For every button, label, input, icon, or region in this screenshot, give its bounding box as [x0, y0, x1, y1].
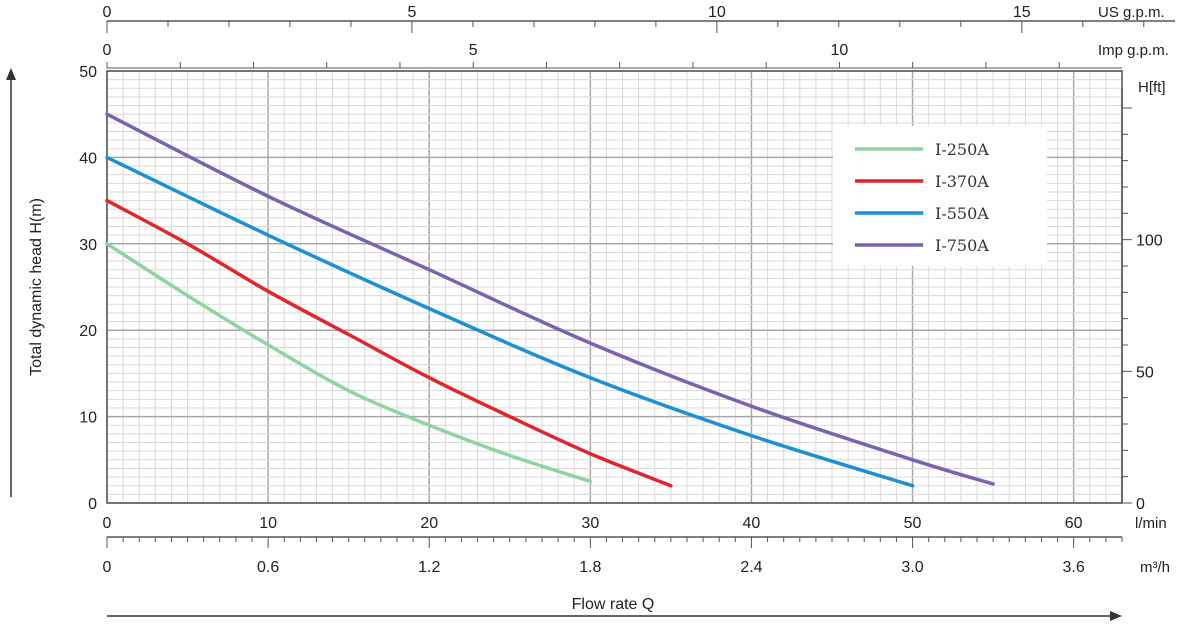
legend-label: I-250A	[935, 140, 989, 159]
m3h-tick-label: 0	[103, 559, 112, 576]
x-tick-label: 20	[420, 515, 438, 532]
x-tick-label: 60	[1065, 515, 1083, 532]
us-gpm-tick-label: 0	[103, 4, 112, 21]
m3h-tick-label: 3.6	[1063, 559, 1085, 576]
series-line-i-550a	[105, 155, 915, 488]
legend-label: I-550A	[935, 204, 989, 223]
m3h-tick-label: 2.4	[740, 559, 762, 576]
legend-label: I-750A	[935, 236, 989, 255]
m3h-unit-label: m³/h	[1140, 559, 1170, 576]
us-gpm-unit-label: US g.p.m.	[1098, 4, 1165, 21]
m3h-tick-label: 1.2	[418, 559, 440, 576]
us-gpm-tick-label: 5	[407, 4, 416, 21]
y-tick-label: 40	[79, 150, 97, 167]
y-tick-label: 20	[79, 323, 97, 340]
m3h-tick-label: 0.6	[257, 559, 279, 576]
flow-axis-arrowhead	[1110, 611, 1122, 621]
y-axis-title: Total dynamic head H(m)	[28, 198, 45, 376]
m3h-tick-label: 1.8	[579, 559, 601, 576]
us-gpm-tick-label: 15	[1013, 4, 1031, 21]
x-tick-label: 0	[103, 515, 112, 532]
x-tick-label: 50	[904, 515, 922, 532]
x-tick-label: 10	[259, 515, 277, 532]
y-tick-label: 0	[88, 496, 97, 513]
y-tick-label: 30	[79, 237, 97, 254]
y-tick-label: 10	[79, 410, 97, 427]
ft-tick-label: 0	[1136, 496, 1145, 513]
ft-tick-label: 100	[1136, 233, 1163, 250]
imp-gpm-unit-label: Imp g.p.m.	[1098, 42, 1169, 59]
ft-unit-label: H[ft]	[1138, 79, 1166, 96]
ft-tick-label: 50	[1136, 364, 1154, 381]
y-tick-label: 50	[79, 64, 97, 81]
m3h-tick-label: 3.0	[901, 559, 923, 576]
legend-label: I-370A	[935, 172, 989, 191]
imp-gpm-tick-label: 5	[469, 42, 478, 59]
x-tick-label: 40	[743, 515, 761, 532]
head-axis-arrowhead	[6, 68, 16, 80]
x-tick-label: 30	[581, 515, 599, 532]
imp-gpm-tick-label: 0	[103, 42, 112, 59]
lmin-unit-label: l/min	[1135, 515, 1167, 532]
x-axis-title: Flow rate Q	[572, 596, 655, 613]
us-gpm-tick-label: 10	[708, 4, 726, 21]
imp-gpm-tick-label: 10	[831, 42, 849, 59]
series-line-i-370a	[105, 198, 673, 488]
series-line-i-750a	[105, 112, 995, 486]
series-line-i-250a	[105, 242, 593, 484]
